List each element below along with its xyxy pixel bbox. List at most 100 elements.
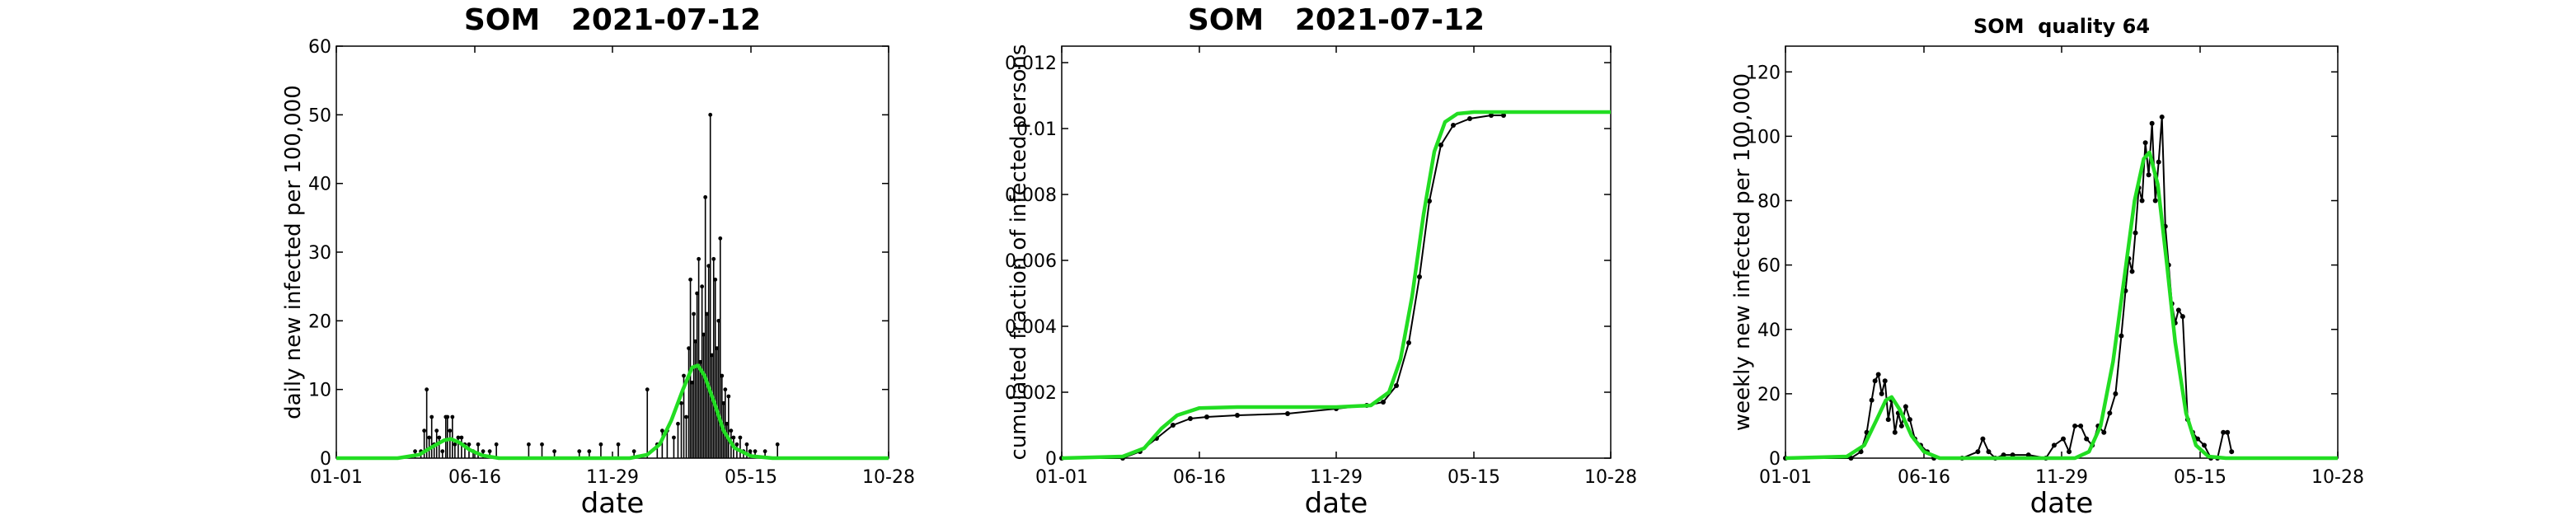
chart-panel-2: 01-01 06-16 11-29 05-15 10-28 0 0.002 0.004 0.00… — [1005, 3, 1637, 515]
data-point — [744, 442, 749, 447]
data-point — [715, 346, 720, 351]
y-tick-label: 0.006 — [1005, 251, 1057, 272]
x-tick-label: 01-01 — [1035, 467, 1088, 488]
data-point — [705, 311, 710, 316]
data-point — [2001, 452, 2006, 458]
data-point — [703, 194, 708, 199]
data-point — [2152, 198, 2158, 204]
data-point — [2221, 429, 2226, 435]
x-tick-label: 05-15 — [1448, 467, 1500, 488]
chart-panel-1: 01-01 06-16 11-29 05-15 10-28 0 10 20 30 40 50 60 SO… — [281, 3, 915, 515]
data-point — [2180, 314, 2185, 320]
y-tick-label: 120 — [1746, 63, 1781, 83]
data-point — [725, 421, 730, 426]
data-point — [713, 277, 718, 282]
y-axis-label: cumulated fraction of infected persons — [1006, 44, 1031, 461]
data-point — [1885, 417, 1891, 423]
data-point — [429, 414, 434, 419]
data-point — [1879, 391, 1884, 396]
data-point — [2142, 140, 2148, 146]
y-tick-label: 80 — [1757, 192, 1781, 213]
data-point — [448, 428, 453, 433]
data-point — [598, 442, 603, 447]
data-point — [775, 442, 780, 447]
data-point — [2067, 449, 2072, 455]
data-point — [453, 442, 457, 447]
data-point — [2051, 442, 2057, 448]
y-tick-label: 20 — [308, 311, 331, 332]
data-point — [734, 442, 739, 447]
data-point — [1882, 378, 1888, 384]
data-point — [1394, 383, 1399, 388]
data-point — [445, 414, 450, 419]
data-point — [645, 387, 650, 392]
data-point — [2202, 442, 2208, 448]
data-point — [682, 373, 686, 378]
data-point — [697, 256, 701, 261]
data-point — [2225, 429, 2231, 435]
y-tick-label: 0.004 — [1005, 317, 1057, 338]
data-point — [1872, 378, 1878, 384]
data-point — [1980, 436, 1986, 442]
data-point — [2146, 172, 2151, 178]
data-point — [587, 449, 592, 454]
data-point — [577, 449, 582, 454]
x-tick-label: 01-01 — [1759, 467, 1812, 488]
data-point — [2149, 120, 2155, 126]
y-tick-label: 0 — [320, 449, 331, 470]
data-point — [690, 380, 694, 385]
data-point — [688, 277, 692, 282]
data-point — [1188, 416, 1193, 421]
data-point — [718, 236, 723, 241]
data-point — [679, 400, 683, 405]
y-tick-label: 40 — [308, 175, 331, 195]
y-axis-label: weekly new infected per 100,000 — [1730, 73, 1755, 431]
data-point — [2025, 452, 2031, 458]
y-tick-label: 10 — [308, 381, 331, 401]
data-point — [1285, 411, 1290, 416]
y-tick-label: 0.01 — [1016, 119, 1057, 140]
data-point — [2061, 436, 2067, 442]
chart-title: SOM 2021-07-12 — [464, 3, 761, 37]
data-point — [1892, 429, 1898, 435]
data-point — [1858, 449, 1864, 455]
data-point — [2159, 114, 2165, 119]
data-point — [481, 449, 486, 454]
fit-curve — [336, 363, 889, 461]
data-point — [2113, 391, 2119, 396]
y-tick-label: 30 — [308, 243, 331, 264]
data-point — [1427, 199, 1432, 204]
data-point — [692, 311, 696, 316]
data-point — [1898, 423, 1904, 428]
x-axis-label: date — [1305, 487, 1368, 515]
y-tick-label: 40 — [1757, 321, 1781, 341]
data-point — [456, 435, 461, 440]
data-point — [1451, 123, 1456, 128]
data-point — [459, 435, 464, 440]
y-tick-label: 60 — [308, 37, 331, 58]
data-point — [467, 442, 472, 447]
data-point — [1235, 413, 1240, 418]
y-axis-label: daily new infected per 100,000 — [281, 85, 306, 419]
fit-curve — [1785, 150, 2338, 461]
data-point — [422, 428, 427, 433]
data-point — [693, 339, 698, 344]
data-point — [427, 435, 432, 440]
data-point — [2133, 230, 2138, 236]
data-point — [2078, 423, 2084, 428]
x-axis-label: date — [581, 487, 645, 515]
data-point — [1171, 423, 1175, 428]
data-point — [476, 442, 481, 447]
data-point — [726, 394, 731, 399]
data-point — [2107, 410, 2113, 416]
y-tick-label: 100 — [1746, 127, 1781, 147]
data-point — [1438, 143, 1443, 147]
data-point — [1406, 340, 1411, 345]
data-point — [1907, 417, 1912, 423]
data-point — [2129, 269, 2135, 274]
data-point — [487, 449, 492, 454]
data-point — [711, 256, 716, 261]
data-point — [2084, 436, 2090, 442]
data-point — [1417, 274, 1422, 279]
data-point — [1903, 404, 1908, 410]
